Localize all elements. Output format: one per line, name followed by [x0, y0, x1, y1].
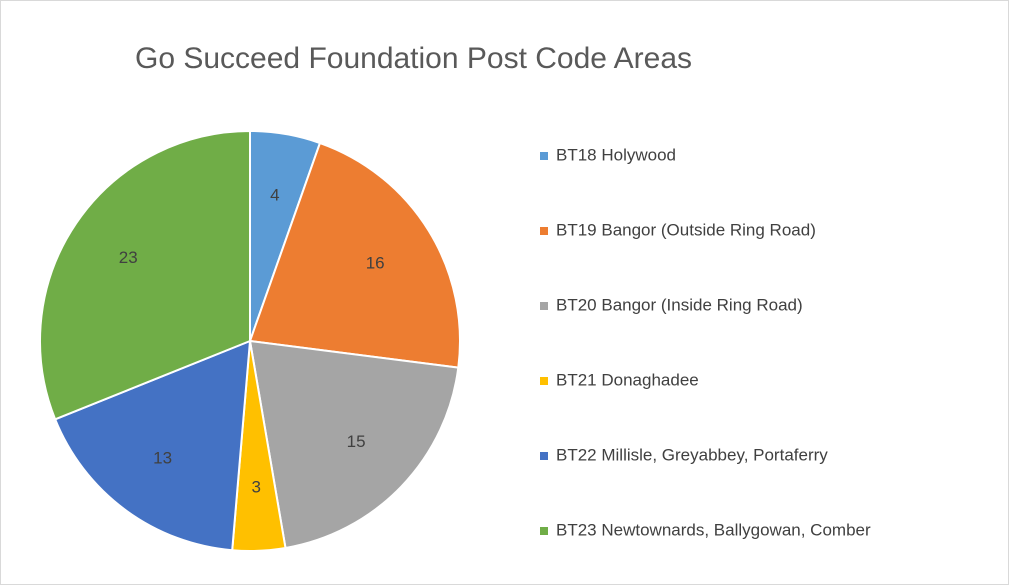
legend-label: BT18 Holywood: [556, 145, 676, 164]
legend-swatch: [540, 302, 548, 310]
legend-swatch: [540, 452, 548, 460]
legend-label: BT23 Newtownards, Ballygowan, Comber: [556, 520, 871, 539]
legend-swatch: [540, 377, 548, 385]
pie-slice: [53, 339, 252, 552]
pie-slice: [248, 339, 460, 550]
legend-label: BT19 Bangor (Outside Ring Road): [556, 220, 816, 239]
pie-slice: [248, 141, 461, 369]
data-label: 23: [119, 248, 138, 267]
legend-label: BT20 Bangor (Inside Ring Road): [556, 295, 803, 314]
data-label: 4: [270, 186, 279, 205]
data-label: 15: [347, 432, 366, 451]
legend-swatch: [540, 152, 548, 160]
data-label: 16: [366, 253, 385, 272]
data-label: 3: [252, 477, 261, 496]
legend-swatch: [540, 527, 548, 535]
pie-slice: [39, 129, 251, 421]
legend-label: BT21 Donaghadee: [556, 370, 699, 389]
legend-label: BT22 Millisle, Greyabbey, Portaferry: [556, 445, 828, 464]
data-label: 13: [153, 449, 172, 468]
legend-swatch: [540, 227, 548, 235]
chart-title: Go Succeed Foundation Post Code Areas: [135, 42, 692, 75]
